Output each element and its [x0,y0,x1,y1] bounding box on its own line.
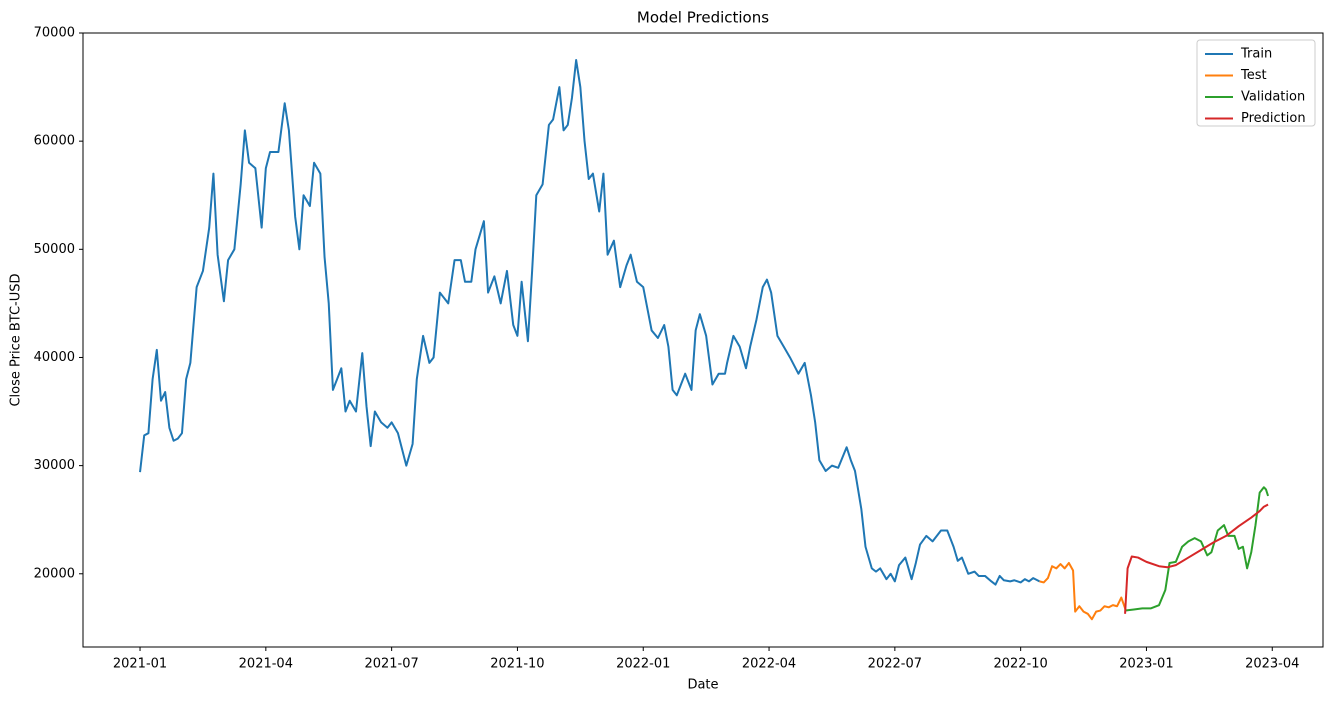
plot-frame [82,32,1324,648]
x-axis-label: Date [687,678,718,693]
y-tick-label: 60000 [34,134,75,149]
x-tick-label: 2023-04 [1245,657,1299,672]
y-tick-label: 30000 [34,458,75,473]
series-line [1124,503,1269,614]
x-tick-label: 2022-10 [993,657,1047,672]
legend-box [1196,39,1316,127]
y-axis-label: Close Price BTC-USD [9,273,24,406]
series-line [1039,561,1127,621]
x-tick-label: 2021-01 [113,657,167,672]
x-tick-label: 2021-07 [364,657,418,672]
series-line [1125,486,1270,612]
y-tick-label: 50000 [34,242,75,257]
x-tick-label: 2021-10 [490,657,544,672]
legend-label: Test [1240,68,1267,83]
legend-label: Train [1240,47,1272,62]
legend-label: Validation [1241,90,1305,105]
legend-label: Prediction [1241,111,1306,126]
y-tick-label: 40000 [34,350,75,365]
x-tick-label: 2022-04 [742,657,796,672]
x-tick-label: 2022-01 [616,657,670,672]
chart-title: Model Predictions [637,9,769,27]
x-tick-label: 2022-07 [868,657,922,672]
series-line [139,59,1040,586]
y-tick-label: 70000 [34,26,75,41]
y-tick-label: 20000 [34,566,75,581]
x-tick-label: 2023-01 [1119,657,1173,672]
x-tick-label: 2021-04 [239,657,293,672]
